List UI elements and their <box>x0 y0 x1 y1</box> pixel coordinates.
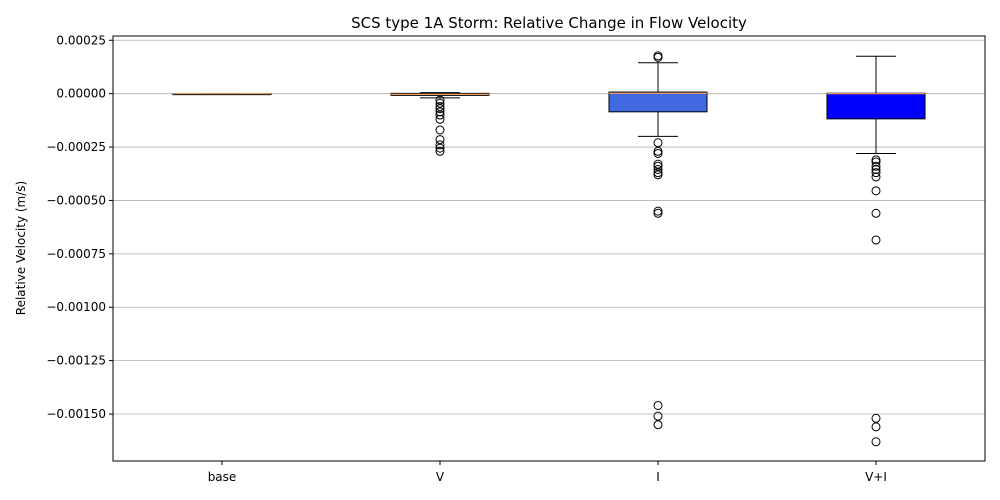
outlier-point <box>435 95 445 105</box>
outlier-point <box>871 422 881 432</box>
outlier-point <box>653 161 663 171</box>
y-axis: 0.00025 0.00000 −0.00025 −0.00050 −0.00075 −0… <box>46 33 113 421</box>
outlier-point <box>653 400 663 410</box>
x-tick-label: V+I <box>865 470 887 484</box>
x-tick-label: I <box>656 470 660 484</box>
outlier-point <box>653 206 663 216</box>
outlier-point <box>871 413 881 423</box>
outlier-point <box>871 186 881 196</box>
outlier-point <box>871 235 881 245</box>
outlier-point <box>653 208 663 218</box>
iqr-box <box>608 91 708 113</box>
outlier-point <box>653 159 663 169</box>
outlier-point <box>871 157 881 167</box>
outlier-point <box>435 101 445 111</box>
y-tick-label: −0.00100 <box>46 300 106 314</box>
outlier-point <box>653 52 663 62</box>
iqr-box <box>826 92 926 120</box>
outlier-point <box>435 104 445 114</box>
outlier-point <box>653 170 663 180</box>
outlier-point <box>435 143 445 153</box>
outlier-point <box>653 164 663 174</box>
outlier-point <box>871 208 881 218</box>
outlier-point <box>435 140 445 150</box>
outlier-point <box>653 138 663 148</box>
y-tick-label: −0.00125 <box>46 354 106 368</box>
outlier-point <box>653 420 663 430</box>
outlier-point <box>435 98 445 108</box>
outlier-point <box>871 161 881 171</box>
outlier-point <box>653 168 663 178</box>
outlier-point <box>871 155 881 165</box>
y-tick-label: −0.00150 <box>46 407 106 421</box>
box-base <box>172 93 272 96</box>
y-tick-label: −0.00050 <box>46 193 106 207</box>
outlier-point <box>435 107 445 117</box>
outlier-point <box>653 146 663 156</box>
chart-title: SCS type 1A Storm: Relative Change in Fl… <box>351 14 747 32</box>
outlier-point <box>435 114 445 124</box>
outlier-point <box>871 168 881 178</box>
plot-frame <box>112 35 986 462</box>
outlier-point <box>435 135 445 145</box>
box-v <box>390 92 490 156</box>
x-tick-label: V <box>436 470 445 484</box>
outlier-point <box>653 411 663 421</box>
outlier-point <box>435 110 445 120</box>
outlier-point <box>653 148 663 158</box>
y-tick-label: −0.00025 <box>46 140 106 154</box>
outlier-point <box>435 125 445 135</box>
y-tick-label: −0.00075 <box>46 247 106 261</box>
y-tick-label: 0.00025 <box>56 33 106 47</box>
outlier-point <box>435 146 445 156</box>
outlier-point <box>871 164 881 174</box>
x-axis: base V I V+I <box>208 461 887 484</box>
x-tick-label: base <box>208 470 237 484</box>
outlier-point <box>871 172 881 182</box>
y-tick-label: 0.00000 <box>56 87 106 101</box>
y-axis-label: Relative Velocity (m/s) <box>14 181 28 315</box>
box-i <box>608 51 708 430</box>
box-series <box>172 51 926 447</box>
outlier-point <box>871 437 881 447</box>
box-v-i <box>826 55 926 447</box>
